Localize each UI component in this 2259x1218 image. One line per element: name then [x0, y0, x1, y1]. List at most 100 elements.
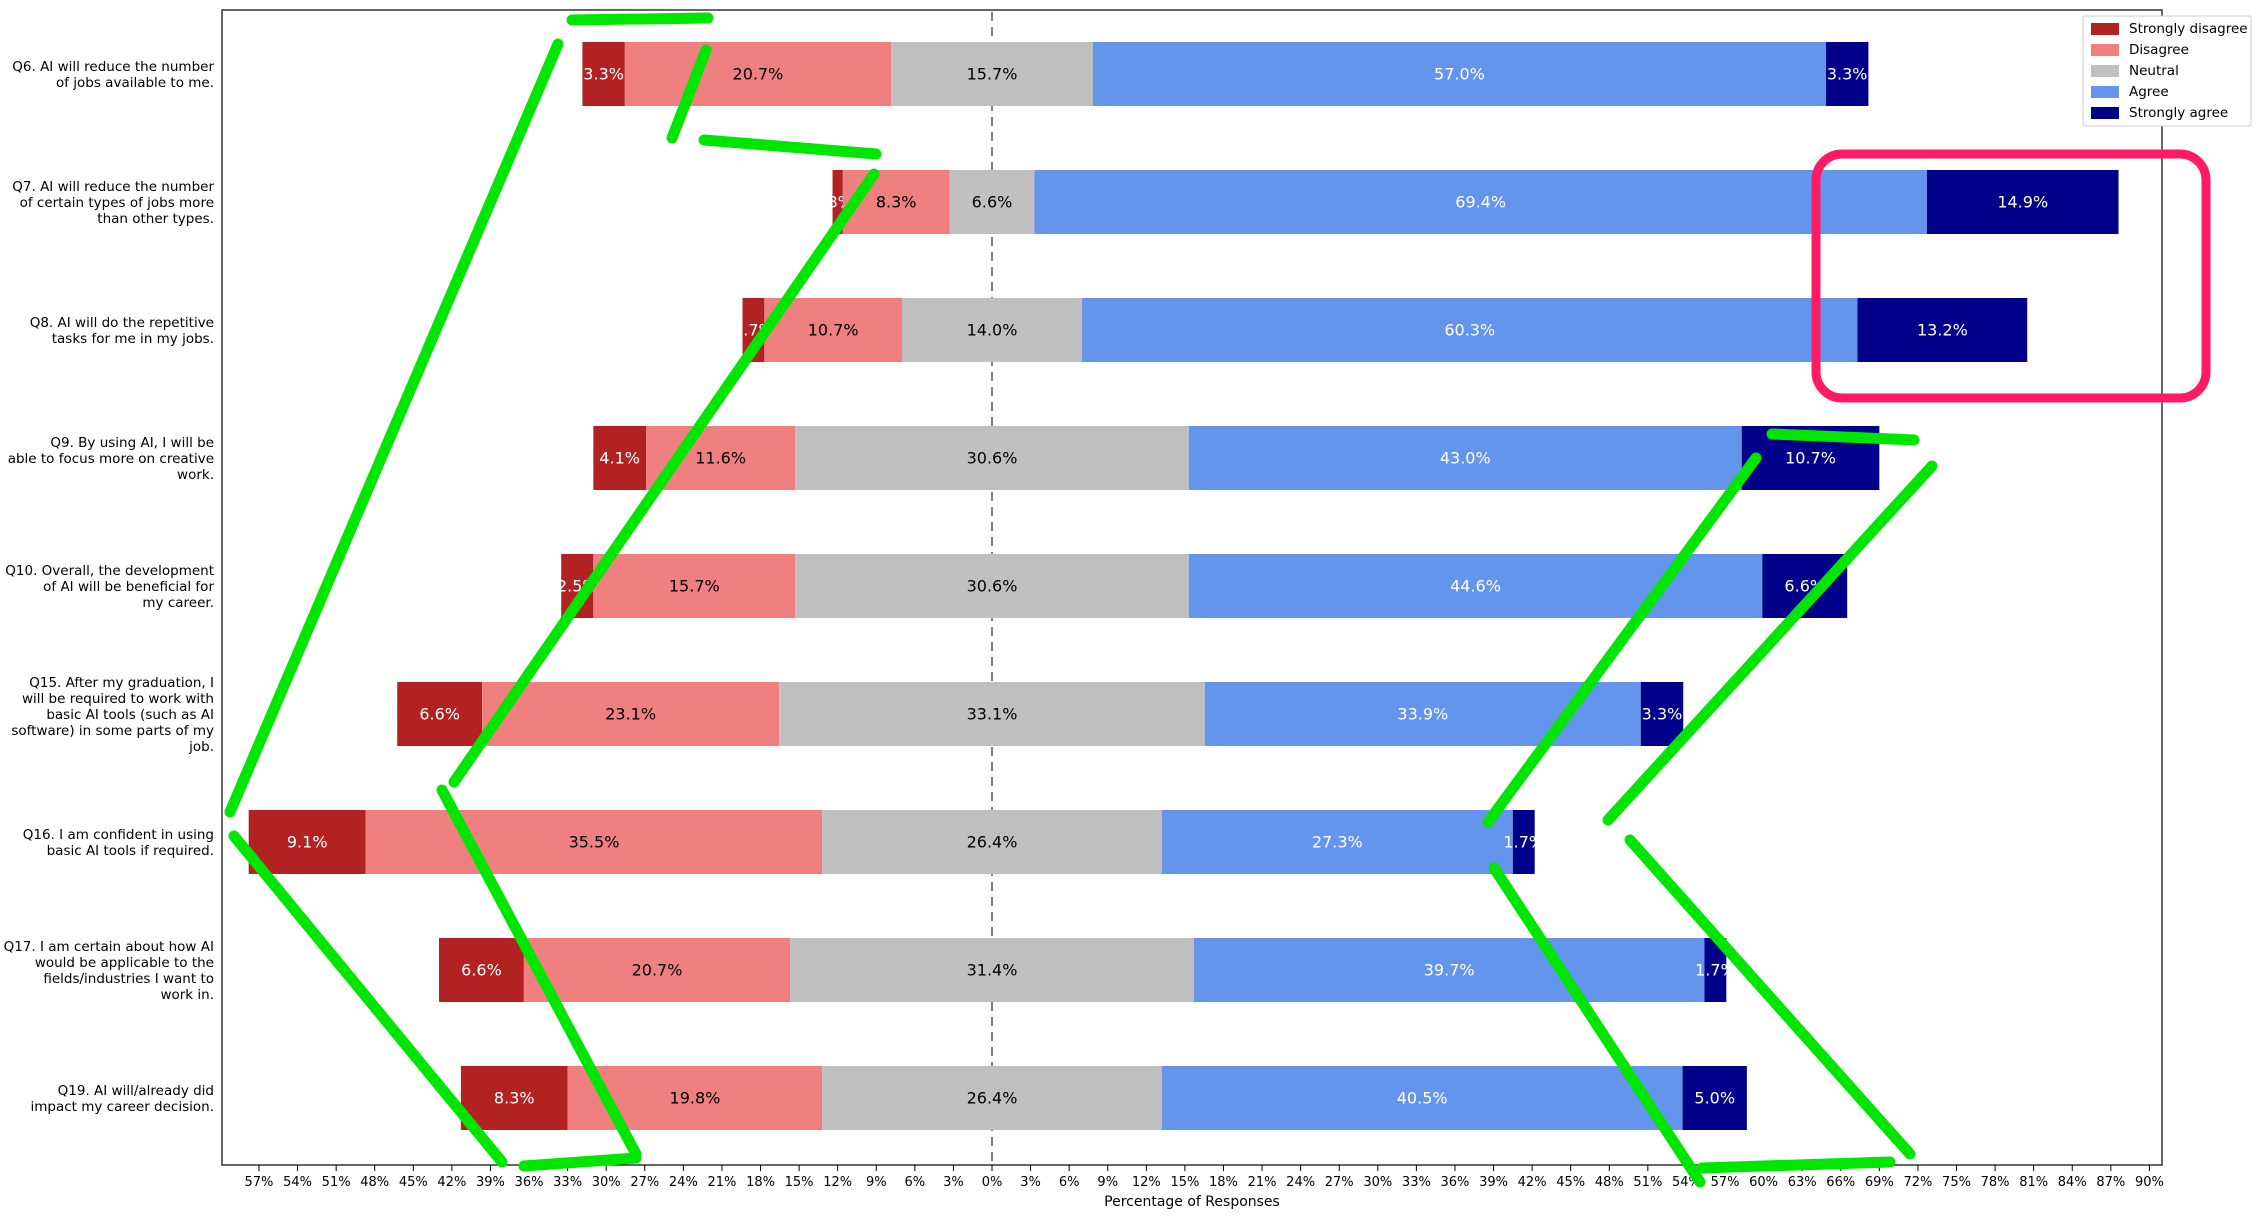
- bar-value-label: 6.6%: [461, 961, 502, 980]
- x-tick-label: 48%: [1595, 1175, 1624, 1190]
- question-label: Q16. I am confident in using basic AI too…: [23, 827, 214, 859]
- bar-segment-neutral: [779, 682, 1205, 746]
- x-tick-label: 0%: [982, 1175, 1003, 1190]
- x-tick-label: 69%: [1865, 1175, 1894, 1190]
- x-tick-label: 3%: [1020, 1175, 1041, 1190]
- x-tick-label: 39%: [1479, 1175, 1508, 1190]
- x-tick-label: 30%: [592, 1175, 621, 1190]
- bar-segment-agree: [1161, 1066, 1683, 1130]
- bar-value-label: 20.7%: [733, 65, 784, 84]
- bar-segment-neutral: [790, 938, 1194, 1002]
- bar-value-label: 44.6%: [1450, 577, 1501, 596]
- bar-segment-agree: [1161, 810, 1513, 874]
- bar-segment-strongly-agree: [1640, 682, 1684, 746]
- bar-segment-neutral: [795, 426, 1189, 490]
- bar-value-label: 14.0%: [967, 321, 1018, 340]
- question-label: Q7. AI will reduce the number of certain …: [12, 179, 214, 227]
- legend-swatch-strongly-disagree: [2091, 23, 2119, 35]
- x-tick-label: 36%: [1441, 1175, 1470, 1190]
- bar-value-label: 15.7%: [967, 65, 1018, 84]
- bar-value-label: 30.6%: [967, 577, 1018, 596]
- x-tick-label: 24%: [1286, 1175, 1315, 1190]
- bar-value-label: 27.3%: [1312, 833, 1363, 852]
- bar-value-label: 8.3%: [876, 193, 917, 212]
- bar-value-label: 35.5%: [569, 833, 620, 852]
- bar-value-label: 26.4%: [967, 833, 1018, 852]
- bar-segment-agree: [1193, 938, 1705, 1002]
- legend-swatch-neutral: [2091, 65, 2119, 77]
- x-tick-label: 63%: [1788, 1175, 1817, 1190]
- bar-value-label: 33.1%: [967, 705, 1018, 724]
- green-stroke: [1602, 460, 1938, 826]
- question-label: Q17. I am certain about how AI would be a…: [4, 939, 214, 1003]
- x-tick-label: 66%: [1826, 1175, 1855, 1190]
- x-tick-label: 12%: [1132, 1175, 1161, 1190]
- x-axis-title: Percentage of Responses: [1104, 1194, 1280, 1210]
- x-tick-label: 42%: [1518, 1175, 1547, 1190]
- x-tick-label: 3%: [943, 1175, 964, 1190]
- question-label: Q19. AI will/already did impact my career…: [30, 1083, 214, 1115]
- x-tick-label: 54%: [283, 1175, 312, 1190]
- x-tick-label: 45%: [1556, 1175, 1585, 1190]
- question-label: Q10. Overall, the development of AI will …: [5, 563, 214, 611]
- x-tick-label: 42%: [437, 1175, 466, 1190]
- highlight-box: [1811, 149, 2211, 403]
- bar-value-label: 39.7%: [1424, 961, 1475, 980]
- x-tick-label: 72%: [1903, 1175, 1932, 1190]
- x-tick-label: 60%: [1749, 1175, 1778, 1190]
- bar-segment-neutral: [822, 810, 1162, 874]
- bar-value-label: 8.3%: [494, 1089, 535, 1108]
- x-tick-label: 33%: [553, 1175, 582, 1190]
- bar-segment-disagree: [593, 554, 796, 618]
- bars-layer: 3.3% 20.7% 15.7% 57.0% 3.3%.8% 8.3% 6.6% 69.4% 1…: [248, 42, 2119, 1130]
- bar-segment-disagree: [624, 42, 892, 106]
- legend-box: [2082, 15, 2252, 127]
- x-tick-label: 15%: [1170, 1175, 1199, 1190]
- legend-swatch-strongly-agree: [2091, 107, 2119, 119]
- x-tick-label: 15%: [785, 1175, 814, 1190]
- bar-segment-neutral: [795, 554, 1189, 618]
- x-tick-label: 90%: [2135, 1175, 2164, 1190]
- bar-segment-neutral: [901, 298, 1083, 362]
- x-tick-label: 33%: [1402, 1175, 1431, 1190]
- bar-value-label: 19.8%: [670, 1089, 721, 1108]
- bar-value-label: 10.7%: [1785, 449, 1836, 468]
- bar-value-label: 9.1%: [287, 833, 328, 852]
- green-stroke: [698, 134, 882, 160]
- bar-value-label: 13.2%: [1917, 321, 1968, 340]
- x-tick-label: 75%: [1942, 1175, 1971, 1190]
- bar-value-label: 57.0%: [1434, 65, 1485, 84]
- green-stroke: [228, 830, 508, 1168]
- x-tick-label: 39%: [476, 1175, 505, 1190]
- bar-value-label: 33.9%: [1397, 705, 1448, 724]
- x-tick-label: 57%: [1711, 1175, 1740, 1190]
- bar-value-label: 6.6%: [972, 193, 1013, 212]
- legend-label-strongly-agree: Strongly agree: [2129, 105, 2228, 121]
- green-stroke: [1696, 1156, 1896, 1174]
- bar-value-label: 1.7%: [1695, 961, 1736, 980]
- legend-label-disagree: Disagree: [2129, 42, 2189, 58]
- bar-segment-strongly-agree: [1857, 298, 2028, 362]
- question-labels: Q6. AI will reduce the number of jobs ava…: [4, 59, 215, 1115]
- green-stroke: [566, 12, 714, 26]
- x-tick-label: 12%: [823, 1175, 852, 1190]
- x-tick-label: 6%: [1059, 1175, 1080, 1190]
- bar-segment-neutral: [891, 42, 1093, 106]
- bar-value-label: 15.7%: [669, 577, 720, 596]
- bar-segment-strongly-disagree: [582, 42, 625, 106]
- bar-value-label: 23.1%: [605, 705, 656, 724]
- bar-segment-strongly-disagree: [439, 938, 524, 1002]
- x-tick-label: 36%: [515, 1175, 544, 1190]
- bar-segment-strongly-agree: [1825, 42, 1869, 106]
- legend: Strongly disagree Disagree Neutral Agree Str…: [2082, 15, 2252, 127]
- x-tick-label: 45%: [399, 1175, 428, 1190]
- question-label: Q9. By using AI, I will be able to focus …: [8, 435, 214, 483]
- x-tick-label: 51%: [322, 1175, 351, 1190]
- x-tick-label: 27%: [630, 1175, 659, 1190]
- bar-value-label: 10.7%: [808, 321, 859, 340]
- x-tick-label: 9%: [1097, 1175, 1118, 1190]
- bar-segment-strongly-agree: [1704, 938, 1727, 1002]
- green-stroke: [224, 38, 564, 818]
